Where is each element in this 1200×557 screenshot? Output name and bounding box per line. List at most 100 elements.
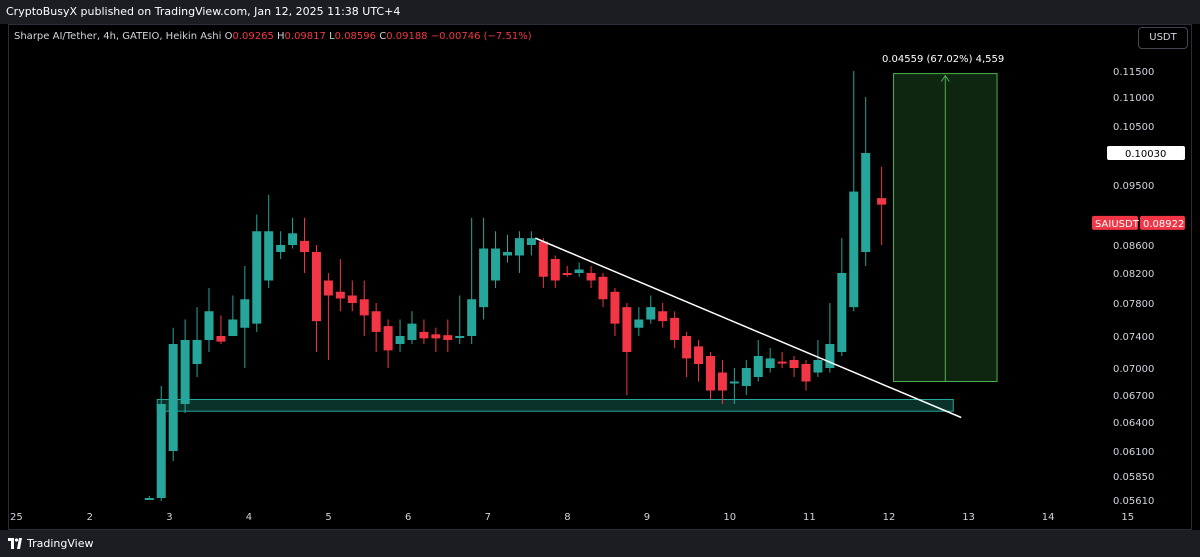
candle-body	[526, 238, 536, 245]
candle-body	[646, 307, 656, 320]
x-tick-label: 15	[1121, 512, 1134, 523]
candle-body	[550, 259, 560, 281]
candle-body	[419, 331, 429, 339]
publisher-text: CryptoBusyX published on TradingView.com…	[6, 5, 401, 18]
high-label: H	[277, 31, 285, 42]
candle-body	[156, 404, 166, 498]
y-tick-label: 0.08600	[1113, 241, 1154, 252]
x-tick-label: 4	[246, 512, 252, 523]
footer-bar	[0, 530, 1200, 557]
candle-body	[407, 323, 417, 340]
candle-body	[634, 319, 644, 328]
current-price-value: 0.10030	[1125, 149, 1166, 160]
candle-body	[311, 252, 321, 322]
candle-body	[288, 233, 298, 245]
candle-body	[455, 336, 465, 338]
candle-body	[837, 273, 847, 352]
candle-body	[562, 273, 572, 275]
symbol-badge	[1092, 215, 1138, 230]
x-tick-label: 12	[883, 512, 896, 523]
candle-body	[670, 317, 680, 340]
candle-body	[598, 276, 608, 300]
candle-body	[228, 319, 238, 336]
current-price-badge	[1107, 146, 1185, 160]
symbol-legend: Sharpe AI/Tether, 4h, GATEIO, Heikin Ash…	[14, 31, 532, 42]
candle-body	[658, 311, 668, 322]
y-tick-label: 0.10500	[1113, 122, 1154, 133]
measure-label: 0.04559 (67.02%) 4,559	[882, 54, 1004, 65]
low-value: 0.08596	[334, 31, 377, 42]
candle-body	[395, 336, 405, 344]
y-tick-label: 0.06400	[1113, 418, 1154, 429]
candle-body	[168, 344, 178, 451]
candle-body	[264, 231, 274, 281]
candle-body	[801, 364, 811, 382]
candle-body	[359, 299, 369, 316]
candle-body	[705, 356, 715, 391]
x-tick-label: 9	[644, 512, 650, 523]
candle-body	[371, 311, 381, 332]
x-tick-label: 5	[325, 512, 331, 523]
candle-body	[467, 299, 477, 336]
candle-body	[729, 381, 739, 384]
candle-body	[192, 340, 202, 364]
y-tick-label: 0.09500	[1113, 181, 1154, 192]
candle-body	[622, 307, 632, 352]
candle-body	[610, 291, 620, 324]
y-tick-label: 0.08200	[1113, 269, 1154, 280]
candle-body	[538, 241, 548, 277]
candle-body	[586, 273, 596, 281]
y-tick-label: 0.06100	[1113, 447, 1154, 458]
x-tick-label: 14	[1042, 512, 1055, 523]
x-tick-label: 10	[723, 512, 736, 523]
y-tick-label: 0.05610	[1113, 496, 1154, 507]
candle-body	[180, 340, 190, 404]
candle-body	[861, 153, 871, 252]
symbol-name: Sharpe AI/Tether, 4h, GATEIO, Heikin Ash…	[14, 31, 222, 42]
candle-body	[204, 311, 214, 340]
candle-body	[717, 372, 727, 391]
support-zone	[156, 399, 954, 412]
candle-body	[574, 269, 584, 273]
candle-body	[753, 356, 763, 377]
symbol-badge-label: SAIUSDT	[1095, 219, 1140, 230]
last-price-value: 0.08922	[1143, 219, 1184, 230]
candle-body	[789, 360, 799, 368]
candle-body	[347, 295, 357, 303]
close-value: 0.09188	[386, 31, 428, 42]
candle-body	[300, 240, 310, 252]
y-tick-label: 0.05850	[1113, 472, 1154, 483]
descending-trendline	[535, 237, 962, 419]
candle-body	[383, 326, 393, 351]
y-tick-label: 0.07000	[1113, 364, 1154, 375]
candle-body	[323, 280, 333, 296]
open-label: O	[224, 31, 233, 42]
candle-body	[431, 334, 441, 339]
x-tick-label: 6	[405, 512, 411, 523]
y-tick-label: 0.07400	[1113, 332, 1154, 343]
x-tick-label: 3	[166, 512, 172, 523]
candle-body	[682, 336, 692, 359]
y-tick-label: 0.06700	[1113, 391, 1154, 402]
candle-body	[443, 335, 453, 340]
candle-body	[694, 346, 704, 364]
candle-body	[765, 358, 775, 368]
candle-body	[503, 252, 512, 256]
candle-body	[825, 344, 835, 368]
currency-button[interactable]: USDT	[1138, 27, 1188, 49]
candle-body	[777, 361, 787, 364]
tradingview-brand: TradingView	[27, 537, 94, 550]
tradingview-logo-icon	[8, 538, 22, 549]
candle-body	[144, 498, 154, 500]
candle-body	[216, 336, 226, 342]
y-tick-label: 0.07800	[1113, 299, 1154, 310]
change-value: −0.00746 (−7.51%)	[430, 31, 532, 42]
high-value: 0.09817	[284, 31, 326, 42]
candle-body	[252, 231, 262, 324]
candle-body	[240, 299, 250, 328]
candle-body	[741, 368, 751, 386]
x-tick-label: 11	[803, 512, 816, 523]
last-price-badge	[1140, 215, 1185, 230]
candle-body	[335, 291, 345, 299]
